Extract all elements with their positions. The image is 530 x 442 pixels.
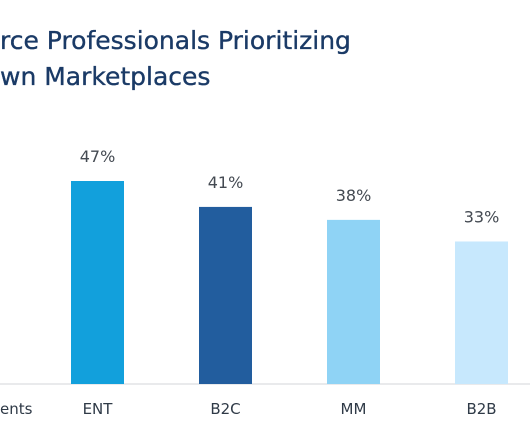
- bar-b2b: [455, 241, 508, 384]
- category-label-partial: ents: [0, 400, 33, 418]
- value-label-ent: 47%: [80, 147, 116, 166]
- chart-title-line-1: rce Professionals Prioritizing: [0, 26, 351, 55]
- value-label-mm: 38%: [336, 186, 372, 205]
- chart-title-line-2: wn Marketplaces: [0, 62, 211, 91]
- bar-b2c: [199, 206, 252, 384]
- category-label-mm: MM: [341, 400, 367, 418]
- value-label-b2c: 41%: [208, 173, 244, 192]
- bars-group: 47% ENT 41% B2C 38% MM 33% B2B: [71, 147, 508, 418]
- category-label-ent: ENT: [83, 400, 114, 418]
- bar-ent: [71, 181, 124, 384]
- value-label-b2b: 33%: [464, 207, 500, 226]
- bar-mm: [327, 219, 380, 384]
- category-label-b2c: B2C: [210, 400, 240, 418]
- category-label-b2b: B2B: [466, 400, 496, 418]
